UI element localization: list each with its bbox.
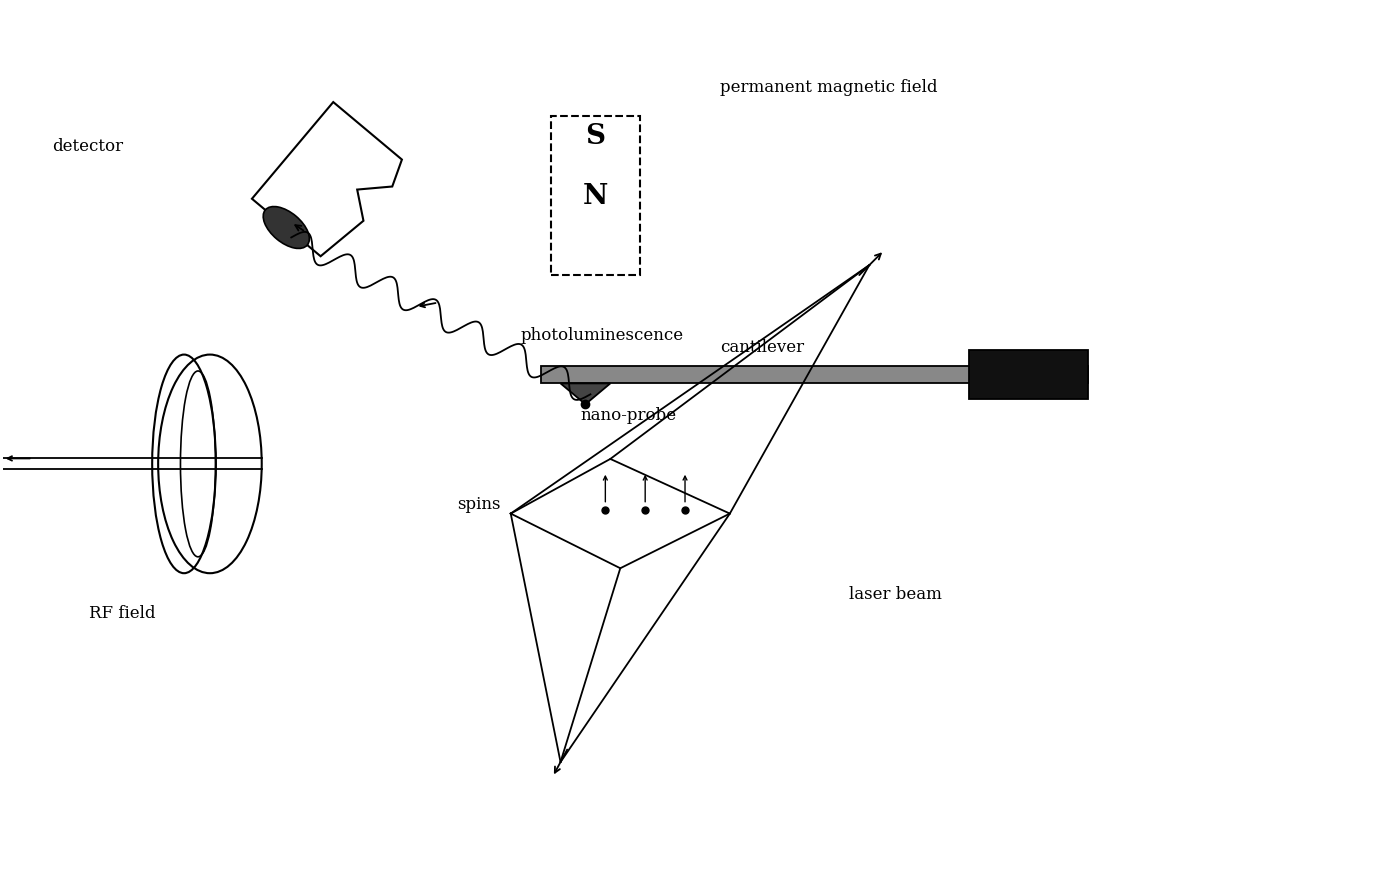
Text: photoluminescence: photoluminescence: [521, 327, 684, 344]
Text: detector: detector: [52, 139, 124, 156]
Text: RF field: RF field: [88, 604, 156, 621]
Bar: [551, 117, 641, 275]
Text: cantilever: cantilever: [720, 338, 804, 355]
Bar: [969, 350, 1088, 400]
Ellipse shape: [264, 207, 309, 249]
Text: spins: spins: [457, 495, 501, 512]
Bar: [540, 367, 1088, 384]
Polygon shape: [561, 384, 610, 405]
Text: N: N: [583, 183, 608, 210]
Text: S: S: [586, 123, 605, 150]
Text: permanent magnetic field: permanent magnetic field: [720, 79, 938, 96]
Text: nano-probe: nano-probe: [580, 406, 677, 423]
Polygon shape: [251, 103, 402, 257]
Text: laser beam: laser beam: [849, 585, 942, 602]
